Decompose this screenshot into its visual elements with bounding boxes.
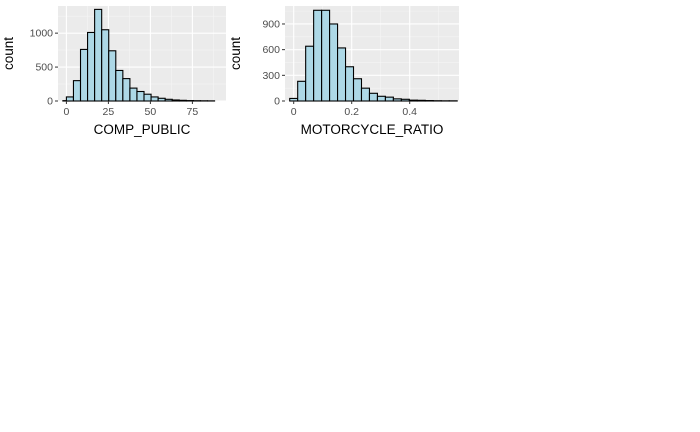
histogram-bar bbox=[408, 99, 418, 102]
histogram-bar bbox=[164, 98, 173, 102]
histogram-bar bbox=[122, 78, 131, 102]
histogram-bar bbox=[115, 69, 124, 102]
histogram-bar bbox=[87, 31, 96, 102]
y-tick-label: 1000 bbox=[30, 28, 54, 40]
histogram-bar bbox=[352, 78, 363, 102]
histogram-bar bbox=[297, 80, 307, 102]
histogram-bar bbox=[289, 97, 299, 102]
histogram-bar bbox=[150, 96, 159, 102]
histogram-bar bbox=[171, 99, 180, 102]
histogram-bar bbox=[416, 99, 426, 102]
histogram-bar bbox=[72, 80, 82, 102]
y-tick-label: 500 bbox=[35, 62, 53, 74]
x-tick-label: 0.4 bbox=[402, 106, 417, 118]
histogram-bar bbox=[143, 93, 152, 102]
y-tick-label: 300 bbox=[262, 70, 280, 82]
histogram-bar bbox=[329, 23, 339, 102]
y-tick-label: 0 bbox=[47, 96, 53, 108]
histogram-comp-public: 0 500 1000 0 25 50 75 COMP_PUBLIC count bbox=[1, 6, 226, 137]
histogram-bar bbox=[101, 29, 110, 102]
y-axis-title: count bbox=[1, 37, 16, 70]
histogram-bar bbox=[384, 96, 394, 102]
histogram-bar bbox=[305, 45, 315, 102]
histogram-bar bbox=[392, 98, 402, 102]
histogram-bar bbox=[344, 66, 355, 102]
histogram-bar bbox=[157, 97, 166, 102]
x-axis-title: MOTORCYCLE_RATIO bbox=[301, 122, 444, 137]
x-tick-label: 25 bbox=[103, 106, 115, 118]
histogram-motorcycle-ratio: 0 300 600 900 0 0.2 0.4 MOTORCYCLE_RATIO count bbox=[228, 6, 459, 137]
histogram-bar bbox=[360, 87, 371, 102]
histogram-bar bbox=[136, 90, 145, 102]
histogram-bar bbox=[313, 9, 323, 102]
histogram-bar bbox=[94, 8, 103, 102]
y-tick-label: 0 bbox=[274, 96, 280, 108]
x-tick-label: 75 bbox=[187, 106, 199, 118]
y-axis-title: count bbox=[228, 37, 243, 70]
histogram-bar bbox=[400, 98, 410, 102]
x-tick-label: 0 bbox=[291, 106, 297, 118]
x-tick-label: 0 bbox=[63, 106, 69, 118]
histogram-bar bbox=[368, 92, 378, 102]
histogram-bar bbox=[321, 9, 331, 102]
histogram-bar bbox=[65, 96, 75, 102]
x-axis-title: COMP_PUBLIC bbox=[94, 122, 191, 137]
histogram-bar bbox=[178, 99, 187, 102]
x-tick-label: 0.2 bbox=[344, 106, 359, 118]
histogram-bar bbox=[376, 95, 386, 102]
histogram-bar bbox=[337, 47, 347, 102]
histogram-bar bbox=[108, 50, 117, 102]
x-tick-label: 50 bbox=[145, 106, 157, 118]
y-tick-label: 900 bbox=[262, 18, 280, 30]
y-tick-label: 600 bbox=[262, 44, 280, 56]
histogram-bar bbox=[79, 48, 89, 102]
histogram-bar bbox=[129, 87, 138, 102]
